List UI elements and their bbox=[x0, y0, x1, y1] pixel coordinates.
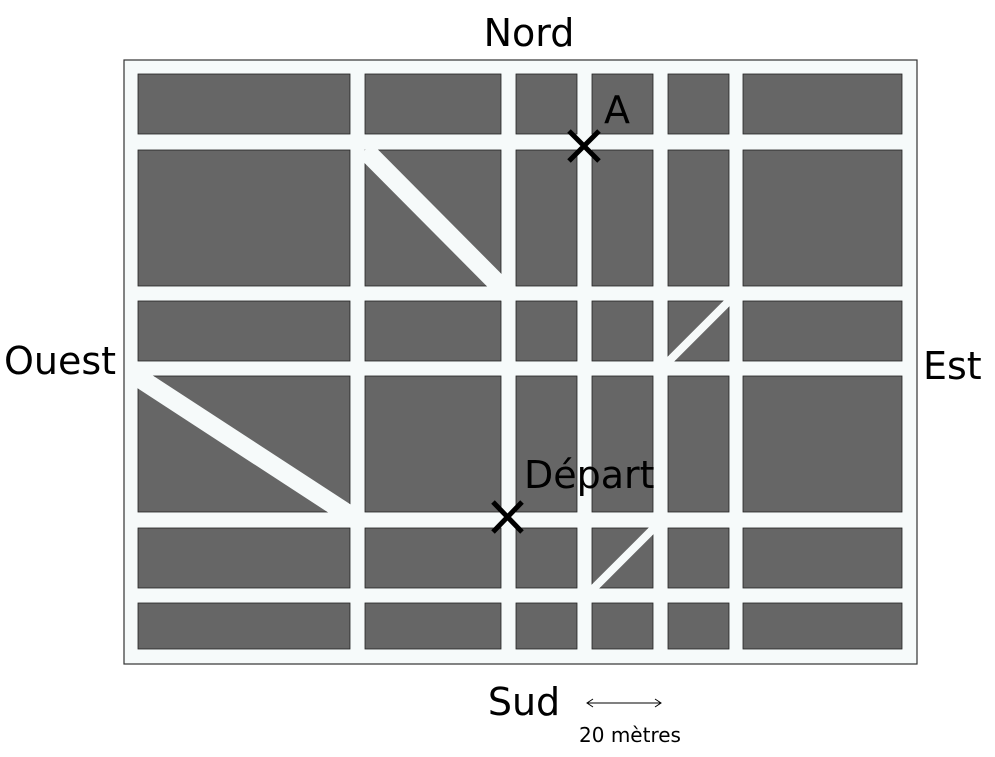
city-block bbox=[515, 300, 578, 362]
diagonal-streets bbox=[124, 143, 734, 595]
diagonal-street bbox=[358, 143, 515, 301]
city-block bbox=[364, 73, 502, 135]
city-block bbox=[515, 375, 578, 513]
city-block bbox=[742, 602, 903, 650]
city-block bbox=[137, 527, 351, 589]
diagonal-street bbox=[663, 296, 734, 367]
city-block bbox=[667, 149, 730, 287]
city-block bbox=[591, 73, 654, 135]
city-block bbox=[742, 527, 903, 589]
city-block bbox=[591, 149, 654, 287]
city-block bbox=[742, 375, 903, 513]
city-block bbox=[515, 602, 578, 650]
city-block bbox=[364, 602, 502, 650]
city-block bbox=[137, 149, 351, 287]
city-block bbox=[742, 300, 903, 362]
city-block bbox=[364, 375, 502, 513]
diagonal-street bbox=[587, 521, 661, 595]
city-block bbox=[667, 527, 730, 589]
city-block bbox=[137, 602, 351, 650]
city-block bbox=[137, 73, 351, 135]
city-block bbox=[515, 149, 578, 287]
diagonal-street bbox=[124, 364, 360, 526]
scale-arrow-icon bbox=[586, 698, 662, 708]
city-block bbox=[591, 300, 654, 362]
city-block bbox=[364, 300, 502, 362]
city-block bbox=[667, 375, 730, 513]
city-block bbox=[364, 527, 502, 589]
city-blocks bbox=[137, 73, 903, 650]
east-label: Est bbox=[923, 344, 982, 388]
city-block bbox=[742, 149, 903, 287]
marker-a-label: A bbox=[604, 88, 630, 132]
north-label: Nord bbox=[484, 11, 575, 55]
city-block bbox=[667, 73, 730, 135]
city-block bbox=[591, 602, 654, 650]
city-block bbox=[667, 602, 730, 650]
scale-label: 20 mètres bbox=[579, 723, 681, 747]
city-block bbox=[515, 73, 578, 135]
start-label: Départ bbox=[524, 453, 655, 497]
marker-a-icon bbox=[567, 129, 601, 163]
city-block bbox=[742, 73, 903, 135]
west-label: Ouest bbox=[4, 339, 116, 383]
city-block bbox=[137, 300, 351, 362]
south-label: Sud bbox=[488, 680, 560, 724]
start-marker-icon bbox=[491, 500, 524, 534]
city-block bbox=[515, 527, 578, 589]
city-block bbox=[591, 375, 654, 513]
